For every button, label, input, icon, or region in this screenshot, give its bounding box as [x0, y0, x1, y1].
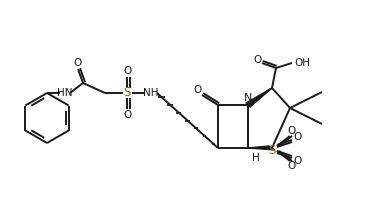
- Text: O: O: [293, 132, 301, 142]
- Text: O: O: [74, 58, 82, 68]
- Text: S: S: [268, 143, 276, 157]
- Text: H: H: [252, 153, 260, 163]
- Text: O: O: [288, 126, 296, 136]
- Text: O: O: [124, 110, 132, 120]
- Text: OH: OH: [294, 58, 310, 68]
- Polygon shape: [246, 88, 272, 107]
- Text: O: O: [124, 66, 132, 76]
- Text: O: O: [193, 85, 201, 95]
- Text: O: O: [253, 55, 261, 65]
- Text: O: O: [293, 156, 301, 166]
- Text: S: S: [123, 87, 130, 99]
- Text: HN: HN: [57, 88, 73, 98]
- Text: N: N: [244, 93, 252, 103]
- Polygon shape: [248, 146, 275, 150]
- Text: O: O: [288, 161, 296, 171]
- Text: NH: NH: [143, 88, 159, 98]
